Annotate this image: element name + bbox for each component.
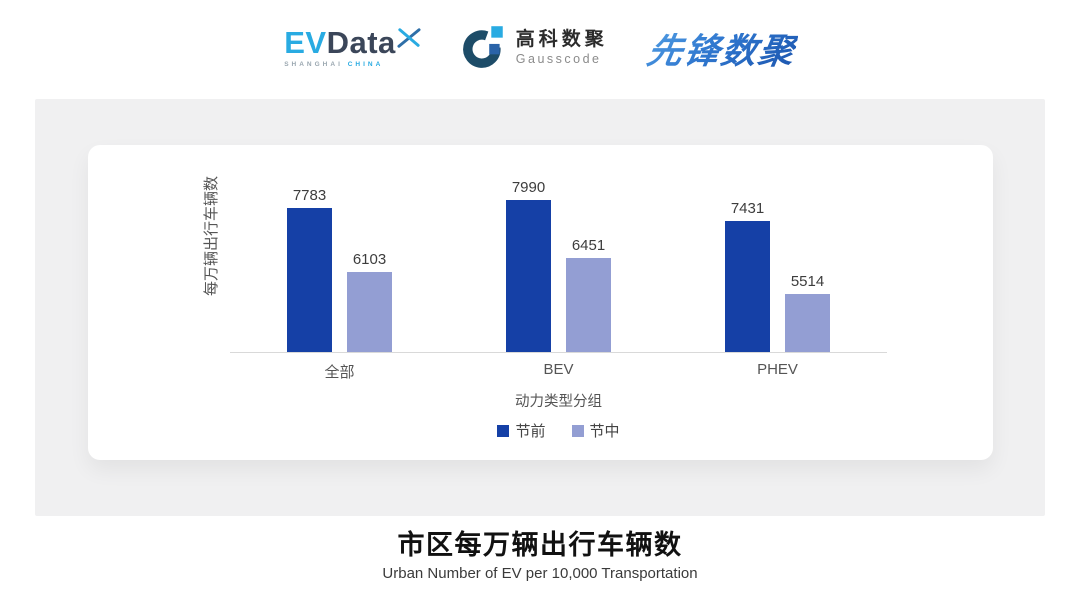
bar-value-label: 7990 xyxy=(511,179,546,196)
evdata-data-text: Data xyxy=(326,25,396,61)
gausscode-g-ring-icon xyxy=(461,21,507,76)
gausscode-wordmark: 高科数聚 Gausscode xyxy=(516,30,608,66)
evdata-shanghai-text: SHANGHAI xyxy=(284,61,343,69)
chart-subtitle: Urban Number of EV per 10,000 Transporta… xyxy=(382,565,698,582)
legend-item: 节中 xyxy=(571,420,620,441)
bar-group: 7990 6451 BEV xyxy=(449,179,668,378)
bar xyxy=(725,221,770,352)
bar-group: 7431 5514 PHEV xyxy=(668,184,887,378)
bar-column: 7990 xyxy=(506,179,551,352)
chart-card: 每万辆出行车辆数 7783 6103 全部 7990 6451 BEV 7431 5514 PH… xyxy=(88,145,993,460)
evdata-wordmark: EV Data xyxy=(284,27,421,58)
gausscode-cn-text: 高科数聚 xyxy=(515,29,608,51)
category-label: PHEV xyxy=(757,361,798,378)
bar-column: 6451 xyxy=(566,237,611,352)
legend-item: 节前 xyxy=(497,420,546,441)
bar-value-label: 6103 xyxy=(352,251,387,268)
bar xyxy=(506,200,551,352)
bar-value-label: 5514 xyxy=(790,273,825,290)
evdata-subtitle: SHANGHAI CHINA xyxy=(284,62,421,69)
legend-label: 节前 xyxy=(515,423,546,440)
evdata-china-text: CHINA xyxy=(347,61,384,69)
gausscode-en-text: Gausscode xyxy=(515,52,602,67)
chart-title: 市区每万辆出行车辆数 xyxy=(397,530,683,560)
bar-value-label: 6451 xyxy=(571,237,606,254)
x-axis-title: 动力类型分组 xyxy=(515,394,602,410)
category-label: 全部 xyxy=(324,364,355,381)
gausscode-logo: 高科数聚 Gausscode xyxy=(461,21,608,76)
bar xyxy=(566,258,611,352)
bar-value-label: 7431 xyxy=(730,200,765,217)
bar-group: 7783 6103 全部 xyxy=(230,184,449,381)
x-axis-line xyxy=(230,352,887,353)
evdata-logo: EV Data SHANGHAI CHINA xyxy=(284,27,421,69)
chart-panel: 每万辆出行车辆数 7783 6103 全部 7990 6451 BEV 7431 5514 PH… xyxy=(35,99,1045,516)
bar-column: 5514 xyxy=(785,273,830,352)
category-label: BEV xyxy=(543,361,574,378)
bar xyxy=(287,208,332,352)
evdata-ev-text: EV xyxy=(284,25,327,61)
bar-column: 6103 xyxy=(347,251,392,352)
x-spark-icon xyxy=(397,23,421,54)
y-axis-label: 每万辆出行车辆数 xyxy=(203,176,220,297)
legend-swatch xyxy=(497,424,510,437)
bar xyxy=(785,294,830,352)
bar-column: 7783 xyxy=(287,187,332,352)
bar xyxy=(347,272,392,352)
bar-column: 7431 xyxy=(725,200,770,352)
plot-area: 7783 6103 全部 7990 6451 BEV 7431 5514 PHEV xyxy=(230,179,887,381)
legend-swatch xyxy=(571,424,584,437)
logo-bar: EV Data SHANGHAI CHINA 高科数聚 Gausscode xyxy=(0,0,1080,96)
legend: 节前 节中 xyxy=(230,420,887,441)
legend-label: 节中 xyxy=(589,423,620,440)
bar-value-label: 7783 xyxy=(292,187,327,204)
caption-block: 市区每万辆出行车辆数 Urban Number of EV per 10,000… xyxy=(0,528,1080,582)
xianfeng-shuju-logo: 先锋数聚 xyxy=(643,23,800,74)
